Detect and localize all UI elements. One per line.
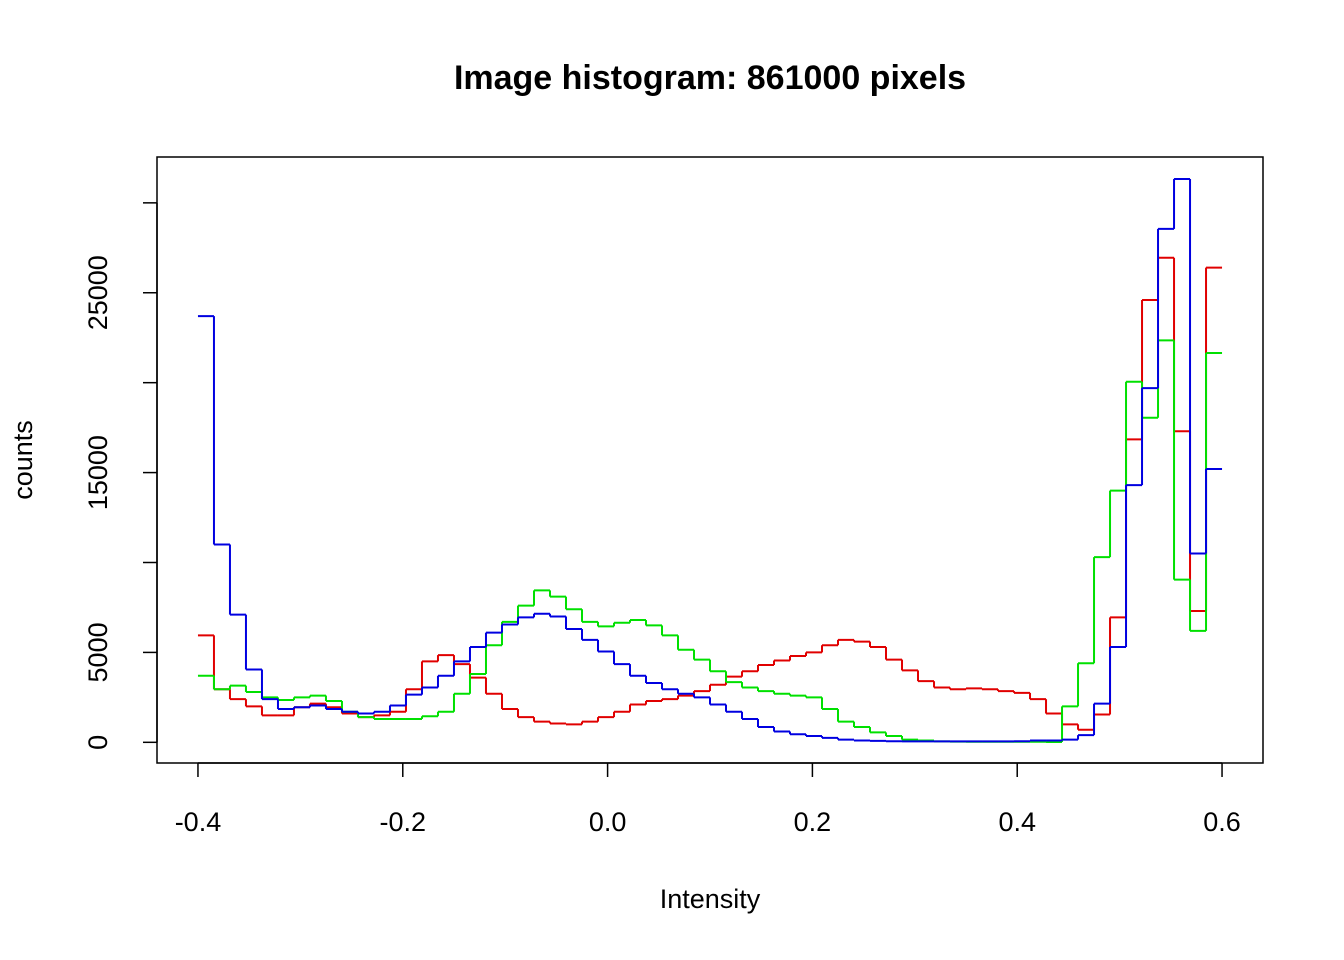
chart-title: Image histogram: 861000 pixels <box>454 59 966 97</box>
x-tick-label: 0.0 <box>589 807 627 837</box>
y-tick-label: 0 <box>83 735 113 750</box>
y-axis-label: counts <box>8 420 38 500</box>
x-tick-label: -0.4 <box>175 807 222 837</box>
x-tick-label: 0.4 <box>998 807 1036 837</box>
x-tick-label: 0.6 <box>1203 807 1241 837</box>
y-tick-label: 15000 <box>83 435 113 510</box>
y-tick-label: 25000 <box>83 255 113 330</box>
y-tick-label: 5000 <box>83 622 113 682</box>
x-tick-label: 0.2 <box>794 807 832 837</box>
x-axis-label: Intensity <box>660 884 761 914</box>
x-tick-label: -0.2 <box>380 807 427 837</box>
